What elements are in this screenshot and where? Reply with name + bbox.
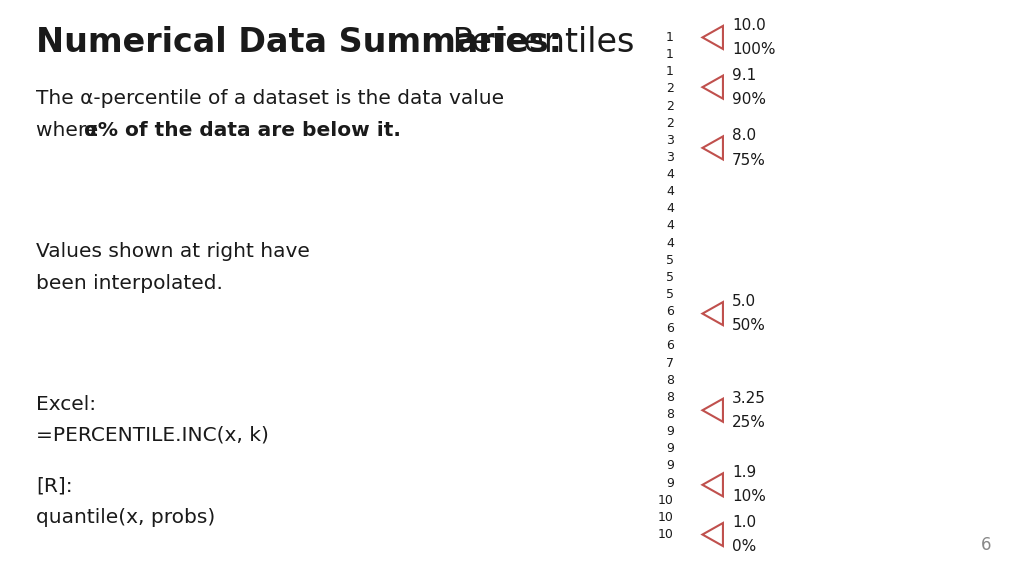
Text: =PERCENTILE.INC(x, k): =PERCENTILE.INC(x, k) [36,425,268,444]
Text: 50%: 50% [732,318,766,333]
Text: 8: 8 [666,408,674,421]
Text: 25%: 25% [732,415,766,430]
Text: 4: 4 [666,185,674,198]
Text: 5.0: 5.0 [732,294,757,309]
Text: 10.0: 10.0 [732,18,766,33]
Text: 5: 5 [666,271,674,284]
Text: 8: 8 [666,374,674,386]
Text: 4: 4 [666,168,674,181]
Text: 2: 2 [666,100,674,112]
Text: 1: 1 [666,31,674,44]
Text: 2: 2 [666,82,674,96]
Text: 3: 3 [666,134,674,147]
Text: 9: 9 [666,476,674,490]
Text: 6: 6 [666,323,674,335]
Text: The α-percentile of a dataset is the data value: The α-percentile of a dataset is the dat… [36,89,504,108]
Text: 9: 9 [666,442,674,455]
Text: 6: 6 [981,536,991,554]
Text: 90%: 90% [732,92,766,107]
Text: [R]:: [R]: [36,477,73,496]
Text: 3: 3 [666,151,674,164]
Text: 2: 2 [666,117,674,130]
Text: Values shown at right have: Values shown at right have [36,242,309,261]
Text: 8.0: 8.0 [732,128,757,143]
Text: 10%: 10% [732,490,766,505]
Text: α% of the data are below it.: α% of the data are below it. [84,121,400,140]
Text: 4: 4 [666,219,674,233]
Text: 1: 1 [666,48,674,61]
Text: 9: 9 [666,460,674,472]
Text: 6: 6 [666,305,674,318]
Text: 75%: 75% [732,153,766,168]
Text: 9.1: 9.1 [732,67,757,82]
Text: 7: 7 [666,357,674,370]
Text: 3.25: 3.25 [732,391,766,406]
Text: 1.9: 1.9 [732,465,757,480]
Text: Numerical Data Summaries:: Numerical Data Summaries: [36,26,562,59]
Text: quantile(x, probs): quantile(x, probs) [36,508,215,527]
Text: where: where [36,121,104,140]
Text: 4: 4 [666,237,674,249]
Text: 100%: 100% [732,42,775,57]
Text: 10: 10 [657,494,674,507]
Text: 4: 4 [666,202,674,215]
Text: 1.0: 1.0 [732,515,757,530]
Text: Percentiles: Percentiles [442,26,635,59]
Text: 10: 10 [657,528,674,541]
Text: Excel:: Excel: [36,395,96,414]
Text: 8: 8 [666,391,674,404]
Text: 1: 1 [666,65,674,78]
Text: 5: 5 [666,254,674,267]
Text: 5: 5 [666,288,674,301]
Text: 0%: 0% [732,539,757,554]
Text: 9: 9 [666,425,674,438]
Text: 6: 6 [666,339,674,353]
Text: 10: 10 [657,511,674,524]
Text: been interpolated.: been interpolated. [36,274,222,293]
